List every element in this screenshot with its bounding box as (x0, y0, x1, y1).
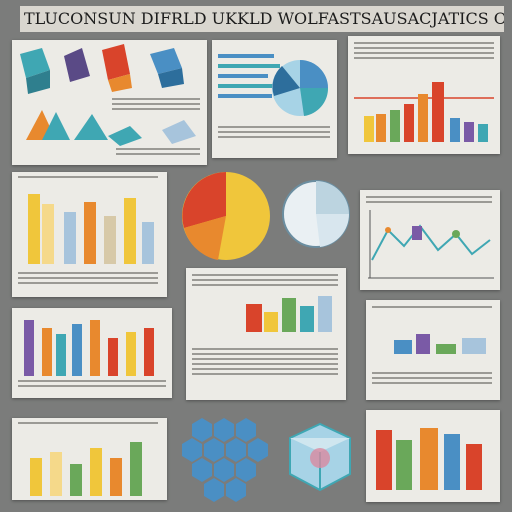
caption-lines (366, 196, 492, 206)
bar-chart-panel-right (366, 300, 500, 400)
caption-lines (218, 126, 330, 141)
glass-circle-icon (282, 180, 350, 248)
caption-lines (372, 372, 492, 387)
caption-lines (18, 422, 158, 427)
line-chart-icon (368, 210, 494, 279)
bar-chart-icon (376, 428, 482, 490)
pie-chart-icon (182, 172, 270, 260)
glass-cube-icon (289, 422, 351, 492)
caption-lines (112, 98, 200, 113)
caption-lines (354, 42, 494, 62)
caption-lines (18, 176, 158, 181)
line-chart-panel (360, 190, 500, 290)
bars-panel-bottom-right (366, 410, 500, 502)
bar-chart-icon (28, 194, 154, 264)
3d-cube-icon (20, 44, 196, 146)
caption-lines (192, 348, 338, 378)
bar-chart-icon (394, 334, 486, 354)
poster-title: TLUCONSUN DIFRLD UKKLD WOLFASTSAUSACJATI… (20, 6, 504, 32)
bars-panel-bottom (12, 418, 167, 500)
bar-chart-icon (246, 296, 332, 332)
hexagon-cluster-icon (182, 418, 268, 502)
caption-lines (116, 148, 200, 158)
caption-lines (18, 272, 158, 287)
center-table-panel (186, 268, 346, 400)
bar-chart-icon (354, 82, 494, 142)
colorful-bars-panel (348, 36, 500, 154)
shapes-panel (12, 40, 207, 165)
pie-bars-panel (212, 40, 337, 158)
caption-lines (372, 306, 492, 311)
caption-lines (192, 274, 338, 289)
bar-chart-icon (24, 320, 154, 376)
bars-panel-bottom-left (12, 308, 172, 398)
bar-chart-icon (30, 442, 142, 496)
caption-lines (18, 380, 166, 390)
pie-chart-icon (218, 54, 329, 116)
bars-panel-left (12, 172, 167, 297)
